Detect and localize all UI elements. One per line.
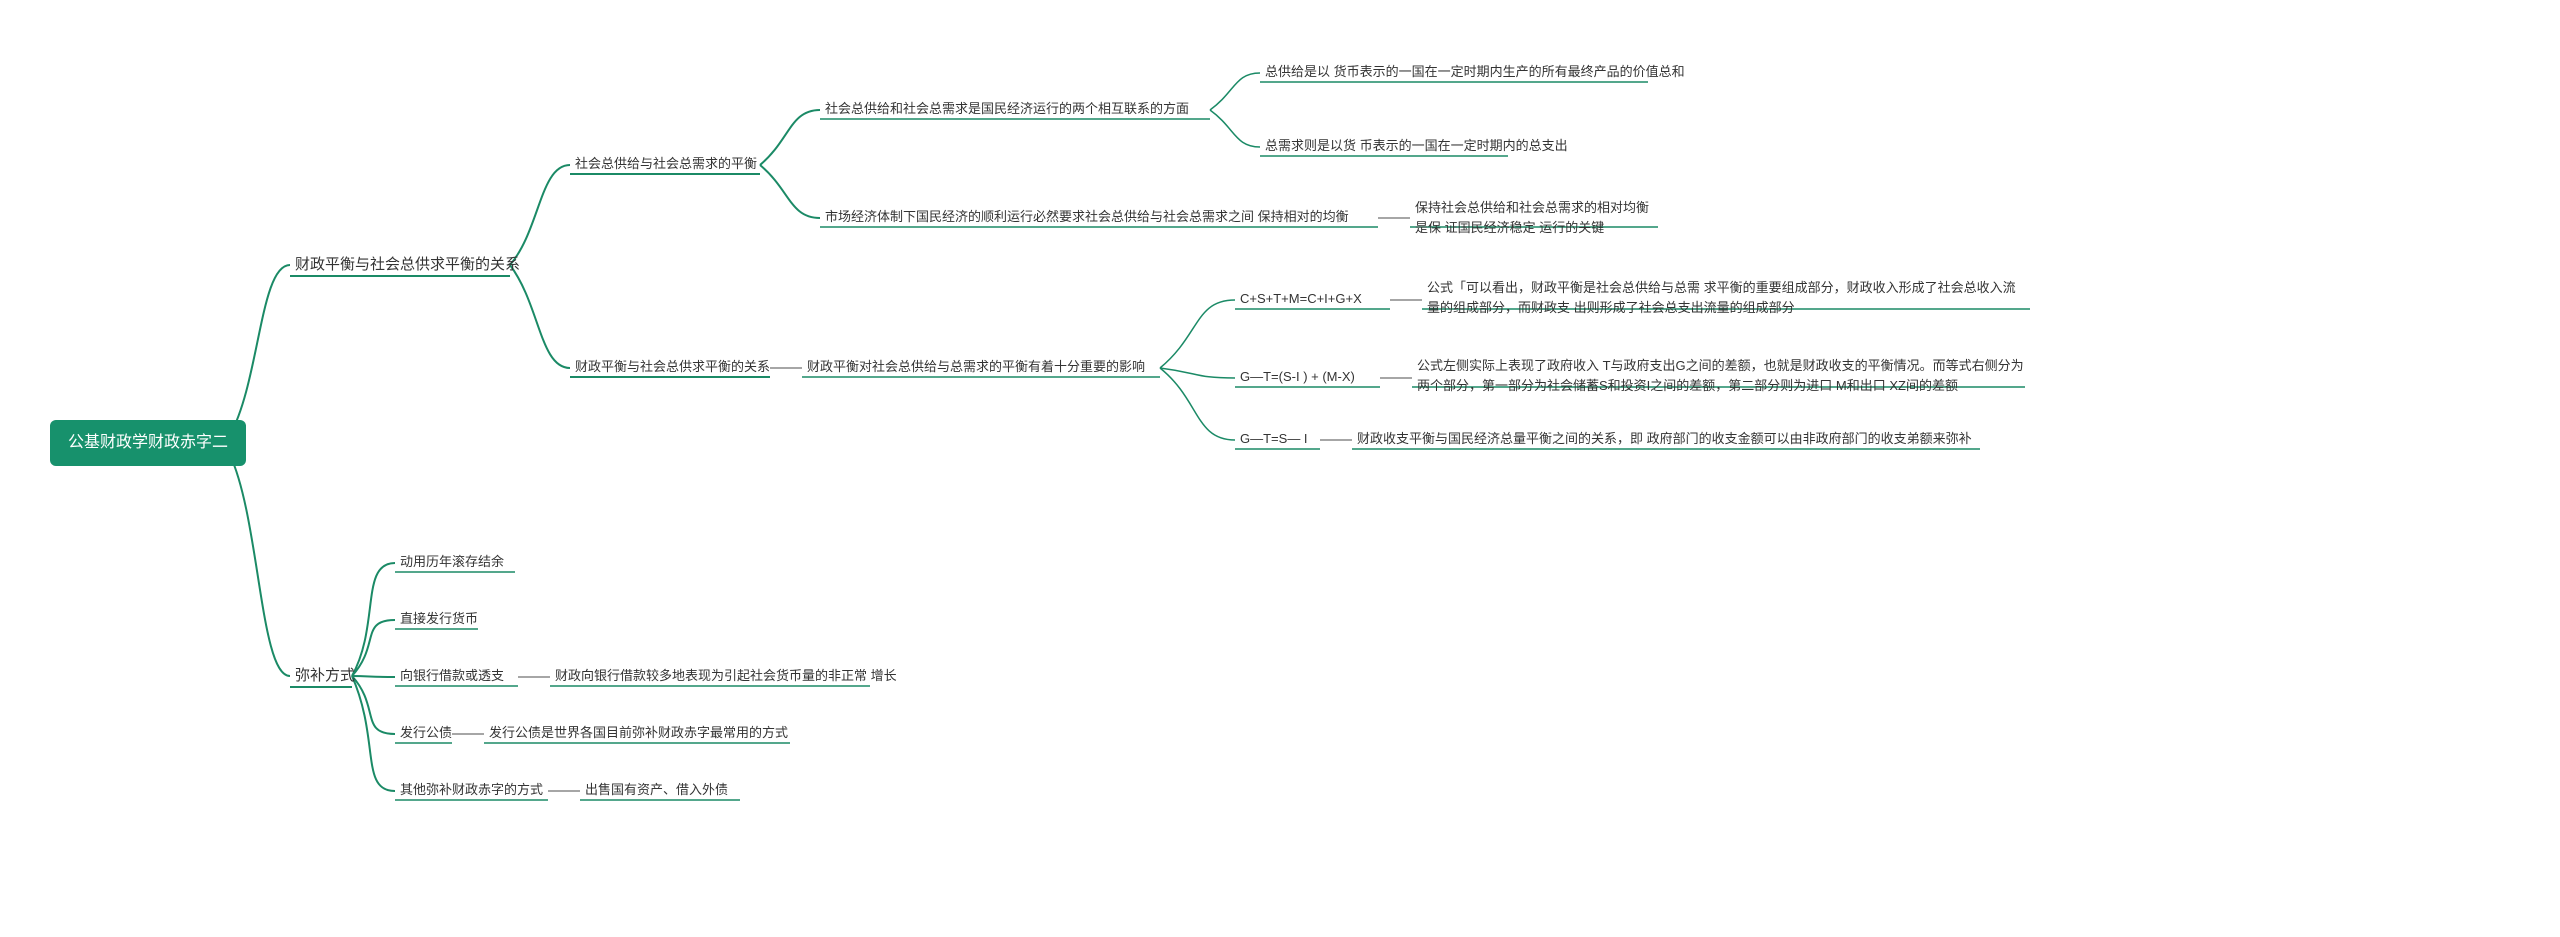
leaf-formula2-key: G—T=(S-I ) + (M-X) — [1240, 368, 1355, 386]
leaf-public-debt-detail: 发行公债是世界各国目前弥补财政赤字最常用的方式 — [489, 724, 788, 742]
leaf-formula1-key: C+S+T+M=C+I+G+X — [1240, 290, 1362, 308]
leaf-total-demand: 总需求则是以货 币表示的一国在一定时期内的总支出 — [1265, 137, 1568, 155]
leaf-formula2-val: 公式左侧实际上表现了政府收入 T与政府支出G之间的差额，也就是财政收支的平衡情况… — [1417, 356, 2027, 395]
leaf-rollover: 动用历年滚存结余 — [400, 553, 504, 571]
leaf-issue-currency: 直接发行货币 — [400, 610, 478, 628]
node-other-remedy: 其他弥补财政赤字的方式 — [400, 781, 543, 799]
leaf-other-remedy-detail: 出售国有资产、借入外债 — [585, 781, 728, 799]
node-bank-loan: 向银行借款或透支 — [400, 667, 504, 685]
leaf-total-supply: 总供给是以 货币表示的一国在一定时期内生产的所有最终产品的价值总和 — [1265, 63, 1685, 81]
node-fiscal-vs-supply: 财政平衡与社会总供求平衡的关系 — [575, 358, 770, 376]
leaf-formula3-val: 财政收支平衡与国民经济总量平衡之间的关系，即 政府部门的收支金额可以由非政府部门… — [1357, 430, 1972, 448]
node-public-debt: 发行公债 — [400, 724, 452, 742]
leaf-maintain-balance: 保持社会总供给和社会总需求的相对均衡是保 证国民经济稳定 运行的关键 — [1415, 198, 1655, 237]
leaf-formula3-key: G—T=S— I — [1240, 430, 1308, 448]
node-market-econ: 市场经济体制下国民经济的顺利运行必然要求社会总供给与社会总需求之间 保持相对的均… — [825, 208, 1349, 226]
node-two-aspects: 社会总供给和社会总需求是国民经济运行的两个相互联系的方面 — [825, 100, 1189, 118]
branch-remedy: 弥补方式 — [295, 665, 355, 686]
root-node: 公基财政学财政赤字二 — [50, 420, 246, 466]
leaf-formula1-val: 公式「可以看出，财政平衡是社会总供给与总需 求平衡的重要组成部分，财政收入形成了… — [1427, 278, 2027, 317]
leaf-bank-loan-detail: 财政向银行借款较多地表现为引起社会货币量的非正常 增长 — [555, 667, 897, 685]
branch-fiscal-balance: 财政平衡与社会总供求平衡的关系 — [295, 254, 520, 275]
node-supply-demand-balance: 社会总供给与社会总需求的平衡 — [575, 155, 757, 173]
node-fiscal-impact: 财政平衡对社会总供给与总需求的平衡有着十分重要的影响 — [807, 358, 1145, 376]
